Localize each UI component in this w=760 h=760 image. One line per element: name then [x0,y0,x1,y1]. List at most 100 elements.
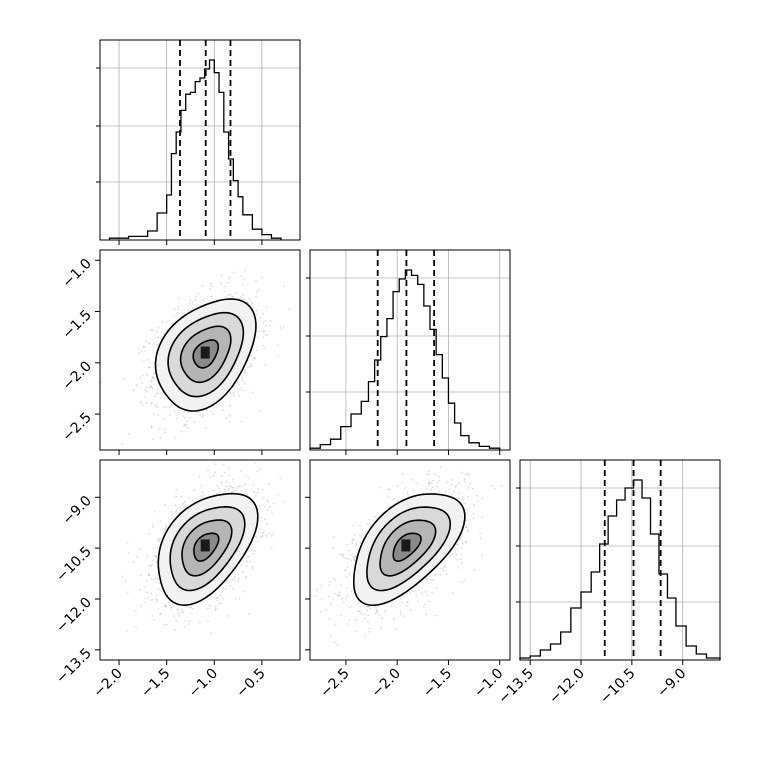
sample-point [233,573,235,576]
sample-point [266,333,269,336]
sample-point [263,347,266,350]
sample-point [148,573,151,576]
sample-point [405,592,408,595]
sample-point [348,558,351,561]
sample-point [252,483,255,486]
sample-point [140,350,143,353]
sample-point [268,532,271,535]
sample-point [320,584,323,587]
sample-point [264,319,267,322]
y-tick-label: −10.5 [53,544,95,586]
sample-point [183,424,186,427]
sample-point [406,605,408,607]
sample-point [226,282,229,284]
sample-point [215,406,218,409]
sample-point [421,592,423,594]
sample-point [426,594,429,597]
sample-point [439,466,442,468]
sample-point [151,438,154,441]
sample-point [123,377,126,380]
sample-point [197,292,200,295]
sample-point [175,488,178,491]
sample-point [182,415,185,418]
sample-point [165,526,167,528]
sample-point [238,485,241,487]
histogram-panel-2 [306,249,511,451]
sample-point [139,401,142,404]
sample-point [238,597,241,600]
contour-line-2 [181,519,233,577]
sample-point [364,635,367,638]
sample-point [329,635,332,638]
sample-point [472,487,474,490]
sample-point [360,535,363,538]
sample-point [207,469,209,472]
sample-point [253,357,255,360]
sample-point [314,595,317,598]
sample-point [153,404,156,407]
sample-point [251,549,254,552]
y-tick-label: −2.5 [59,410,94,445]
contour-panel-2 [99,459,301,661]
sample-point [288,308,290,311]
sample-point [175,510,177,512]
sample-point [251,364,253,367]
sample-point [336,594,339,596]
sample-point [467,528,470,531]
sample-point [459,537,462,539]
sample-point [265,534,268,537]
sample-point [160,520,162,522]
panel-frame [99,459,301,661]
sample-point [393,618,396,620]
sample-point [466,526,469,529]
sample-point [244,483,247,485]
sample-point [238,485,241,488]
sample-point [155,554,158,557]
sample-point [139,377,142,380]
sample-point [240,564,243,566]
sample-point [333,592,336,595]
sample-point [224,581,227,584]
sample-point [466,530,469,533]
sample-point [221,474,223,477]
sample-point [434,573,437,576]
sample-point [444,566,447,569]
sample-point [219,594,222,596]
sample-point [354,559,356,562]
sample-point [152,375,154,378]
sample-point [152,578,155,581]
sample-point [232,295,234,298]
sample-point [336,643,339,646]
sample-point [135,383,138,386]
sample-point [256,487,259,490]
sample-point [212,413,214,415]
sample-point [191,301,194,303]
sample-point [247,366,249,369]
sample-point [164,431,166,434]
sample-point [156,594,158,597]
sample-point [170,606,173,609]
sample-point [171,603,173,606]
sample-point [249,299,252,302]
sample-point [479,537,482,540]
sample-point [414,590,417,593]
sample-point [158,581,161,584]
sample-point [415,595,418,598]
sample-point [245,560,248,562]
sample-point [473,503,475,506]
sample-point [406,493,409,496]
sample-point [458,538,461,541]
sample-point [266,509,269,512]
sample-point [191,500,194,502]
sample-point [462,498,465,501]
sample-point [353,533,356,536]
sample-point [448,488,451,491]
sample-point [227,467,230,470]
sample-point [255,309,258,312]
sample-point [221,408,224,411]
sample-point [178,614,180,617]
histogram-steps [108,59,282,240]
contour-line-4 [154,298,257,412]
sample-point [363,613,366,616]
sample-point [195,497,198,500]
